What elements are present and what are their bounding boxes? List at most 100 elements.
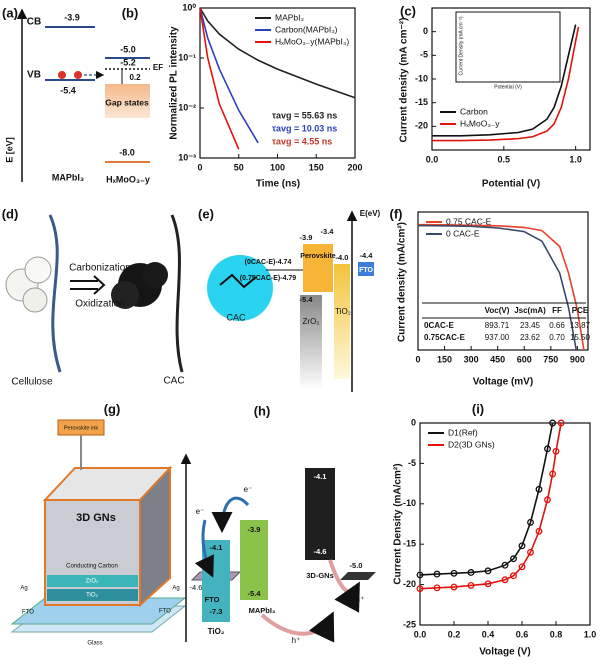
y-tick-label: -5	[420, 50, 428, 60]
x-tick-label: 0.0	[414, 629, 427, 639]
diagram-label: ZrO₂	[86, 579, 99, 585]
panel-label: (i)	[472, 401, 484, 416]
table-header: FF	[552, 306, 562, 315]
zro2-layer	[47, 575, 138, 587]
diagram-label: -4.0	[336, 253, 349, 262]
data-point	[450, 583, 458, 591]
diagram-label: -7.3	[210, 607, 223, 616]
legend-label: D1(Ref)	[448, 427, 478, 437]
data-point	[557, 419, 565, 427]
diagram-label: Gap states	[105, 97, 149, 107]
series-line	[417, 224, 578, 351]
diagram-label: MAPbI₃	[249, 606, 276, 615]
diagram-label: -4.1	[314, 472, 327, 481]
x-tick-label: 0.2	[448, 629, 461, 639]
table-cell: 893.71	[485, 321, 510, 330]
diagram-label: -5.4	[60, 85, 76, 95]
zro2-column	[300, 295, 322, 390]
panel-a-shapes	[16, 8, 150, 182]
diagram-label: -5.4	[300, 295, 314, 304]
diagram-label: TiO₂	[208, 627, 225, 636]
panel-d-shapes	[5, 214, 184, 373]
diagram-label: Conducting Carbon	[66, 564, 118, 570]
x-tick-label: 100	[270, 162, 285, 172]
legend-label: Carbon(MAPbI₃)	[275, 24, 338, 34]
diagram-label: CB	[27, 17, 41, 28]
diagram-label: CAC	[163, 376, 184, 387]
data-point	[518, 542, 526, 550]
plot-frame	[419, 422, 591, 626]
hole	[58, 71, 66, 79]
table-header: PCE	[572, 306, 589, 315]
y-tick-label: 0	[411, 417, 416, 427]
y-tick-label: -10	[403, 498, 416, 508]
table-cell: 0.66	[549, 321, 565, 330]
x-tick-label: 150	[309, 162, 324, 172]
data-point	[518, 563, 526, 571]
diagram-label: 0.2	[129, 73, 141, 82]
diagram-label: Oxidization	[75, 299, 124, 310]
data-point	[535, 485, 543, 493]
diagram-label: -3.4	[321, 227, 335, 236]
process-arrow	[70, 275, 106, 295]
series-line	[432, 24, 577, 137]
y-tick-label: 10⁰	[182, 2, 196, 12]
data-point	[416, 585, 424, 593]
hole	[74, 71, 82, 79]
data-point	[510, 572, 517, 580]
block-front	[44, 499, 141, 606]
table-cell: 23.45	[520, 321, 541, 330]
diagram-label: -8.0	[119, 147, 135, 157]
cotton	[24, 256, 52, 284]
x-tick-label: 750	[543, 354, 558, 364]
electron-path	[194, 519, 214, 578]
diagram-label: -4.1	[210, 543, 223, 552]
cac-particle	[207, 255, 273, 321]
inset-frame	[455, 11, 561, 83]
y-axis-label: Current density (mA cm⁻²)	[399, 18, 410, 143]
panel-label: (c)	[400, 3, 416, 18]
data-point	[450, 569, 458, 577]
carbon-blob	[142, 262, 168, 288]
diagram-label: (e)	[198, 206, 214, 221]
diagram-label: -3.9	[64, 12, 80, 22]
legend-label: Carbon	[460, 106, 488, 116]
y-tick-label: 0	[423, 26, 428, 36]
data-point	[552, 447, 560, 455]
diagram-label: Ag	[172, 586, 179, 592]
data-point	[549, 419, 557, 427]
diagram-label: FTO	[205, 595, 220, 604]
data-point	[467, 569, 475, 576]
legend-label: HₓMoO₃₋y	[460, 118, 500, 128]
legend-label: HₓMoO₃₋y(MAPbI₃)	[275, 36, 349, 46]
data-point	[527, 518, 534, 526]
diagram-label: Perovskite	[300, 253, 336, 260]
diagram-label: (h)	[254, 403, 271, 418]
table-cell: 15.50	[570, 333, 591, 342]
diagram-label: -5.0	[350, 561, 363, 570]
diagram-label: E(eV)	[360, 209, 381, 218]
diagram-label: E [eV]	[4, 137, 14, 163]
table-cell: 937.00	[485, 333, 510, 342]
x-tick-label: 0	[415, 354, 420, 364]
diagram-label: Cellulose	[11, 377, 53, 388]
panel-g-shapes	[10, 419, 187, 633]
table-cell: 0.75CAC-E	[424, 333, 466, 342]
diagram-label: e⁻	[244, 485, 253, 494]
block-side	[139, 465, 171, 608]
x-tick-label: 0.8	[550, 629, 563, 639]
fto-block	[358, 262, 374, 276]
x-axis-label: Potential (V)	[482, 179, 540, 190]
hole-path	[260, 611, 335, 643]
y-axis-label: Current density (mA/cm²)	[397, 222, 408, 342]
carbon-fiber	[170, 214, 184, 373]
y-tick-label: 10⁻³	[178, 152, 196, 162]
annotation: τavg = 55.63 ns	[272, 110, 337, 120]
diagram-label: -5.0	[120, 44, 136, 54]
table-header: Jsc(mA)	[514, 306, 546, 315]
diagram-label: ZrO₂	[303, 317, 320, 326]
x-tick-label: 200	[347, 162, 362, 172]
